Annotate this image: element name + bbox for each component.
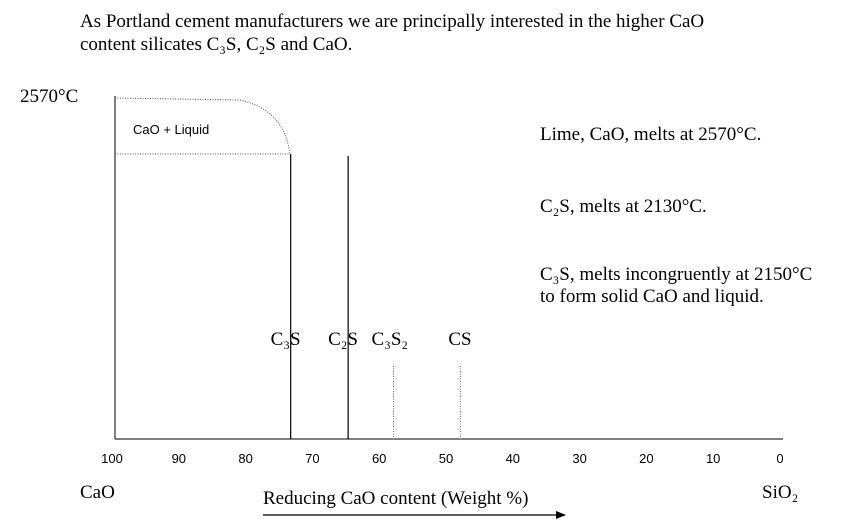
tick-label: 0 bbox=[776, 451, 783, 466]
compound-lines bbox=[290, 154, 461, 439]
note-c3s-line-1: C₃S, melts incongruently at 2150°C bbox=[540, 264, 813, 285]
tick-label: 20 bbox=[639, 451, 653, 466]
note-lime-text: Lime, CaO, melts at 2570°C. bbox=[540, 124, 762, 145]
note-lime: Lime, CaO, melts at 2570°C. bbox=[540, 124, 761, 146]
temperature-label: 2570°C bbox=[20, 86, 78, 107]
compound-label-c2s: C₂S bbox=[328, 329, 358, 350]
x-axis-title: Reducing CaO content (Weight %) bbox=[263, 488, 528, 509]
note-c2s-text: C₂S, melts at 2130°C. bbox=[540, 196, 707, 217]
compound-labels: C₃S C₂S C₃S₂ CS bbox=[271, 329, 472, 350]
tick-label: 100 bbox=[101, 451, 123, 466]
tick-label: 90 bbox=[172, 451, 186, 466]
axis-left-end-label: CaO bbox=[80, 482, 115, 503]
intro-text: As Portland cement manufacturers we are … bbox=[80, 10, 704, 56]
note-c2s: C₂S, melts at 2130°C. bbox=[540, 196, 707, 218]
intro-line-2: content silicates C₃S, C₂S and CaO. bbox=[80, 34, 353, 55]
note-c3s-line-2: to form solid CaO and liquid. bbox=[540, 286, 764, 307]
compound-label-c3s2: C₃S₂ bbox=[372, 329, 409, 350]
compound-label-cs: CS bbox=[448, 329, 471, 350]
intro-line-1: As Portland cement manufacturers we are … bbox=[80, 11, 705, 32]
tick-labels: 100 90 80 70 60 50 40 30 20 10 0 bbox=[101, 451, 783, 466]
tick-label: 10 bbox=[706, 451, 720, 466]
tick-label: 30 bbox=[572, 451, 586, 466]
note-c3s: C₃S, melts incongruently at 2150°C to fo… bbox=[540, 264, 812, 308]
compound-label-c3s: C₃S bbox=[271, 329, 301, 350]
tick-label: 70 bbox=[305, 451, 319, 466]
tick-label: 60 bbox=[372, 451, 386, 466]
tick-label: 40 bbox=[506, 451, 520, 466]
tick-label: 50 bbox=[439, 451, 453, 466]
axis-right-end-label: SiO₂ bbox=[762, 482, 798, 503]
liquidus-curve bbox=[114, 97, 291, 156]
tick-label: 80 bbox=[238, 451, 252, 466]
direction-arrow-head bbox=[556, 511, 566, 519]
region-label: CaO + Liquid bbox=[133, 122, 209, 137]
